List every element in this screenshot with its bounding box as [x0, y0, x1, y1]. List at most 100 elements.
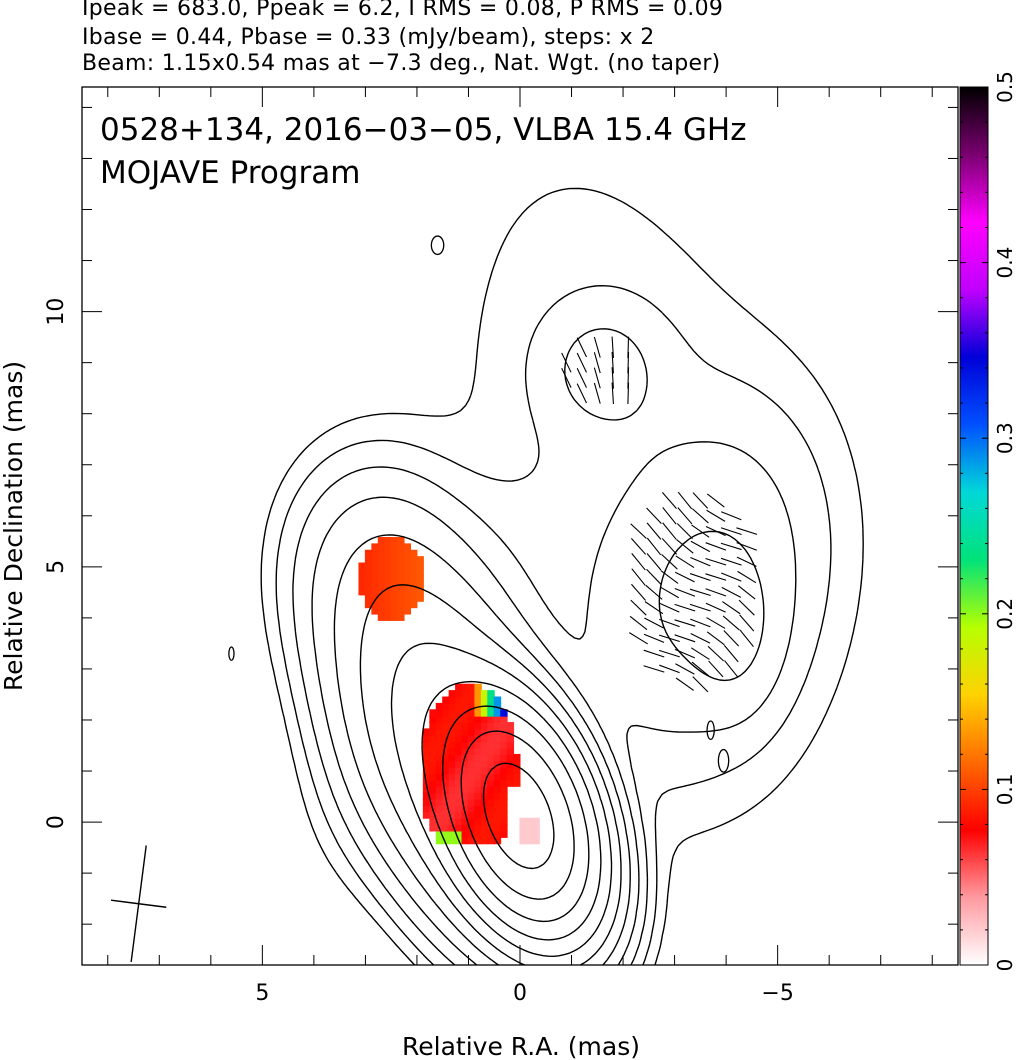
polarization-pixel [461, 722, 469, 730]
polarization-pixel [467, 804, 476, 813]
evpa-stick [692, 492, 709, 509]
polarization-pixel [442, 734, 450, 743]
polarization-pixel [377, 594, 386, 602]
evpa-stick [690, 557, 711, 567]
polarization-pixel [493, 798, 502, 806]
polarization-pixel [455, 811, 463, 819]
polarization-pixel [493, 811, 502, 819]
polarization-pixel [416, 556, 424, 564]
isolated-contour [717, 748, 730, 773]
beam-minor-axis [110, 899, 167, 908]
polarization-pixel [532, 824, 540, 832]
axis-ticks [82, 87, 958, 965]
polarization-pixel [429, 792, 437, 800]
polarization-pixel [487, 715, 495, 724]
polarization-pixel [364, 600, 373, 609]
evpa-stick [629, 615, 648, 631]
evpa-stick [662, 522, 677, 540]
evpa-stick [675, 663, 695, 675]
polarization-pixel [429, 779, 437, 787]
polarization-pixel [461, 690, 469, 698]
polarization-pixel [480, 734, 489, 743]
polarization-pixel [403, 600, 411, 609]
polarization-pixel [435, 709, 444, 717]
evpa-stick [690, 647, 710, 660]
polarization-pixel [384, 536, 392, 545]
polarization-pixel [416, 562, 424, 570]
polarization-pixel [422, 766, 431, 775]
polarization-pixel [403, 594, 411, 602]
polarization-pixel [467, 817, 476, 826]
polarization-pixel [467, 696, 476, 704]
polarization-pixel [493, 741, 502, 749]
evpa-stick [736, 542, 758, 551]
polarization-pixel [480, 792, 489, 800]
evpa-vector-layer [561, 336, 758, 693]
polarization-pixel [435, 747, 444, 755]
polarization-pixel [506, 773, 515, 781]
polarization-pixel [461, 683, 469, 692]
evpa-stick [721, 572, 742, 582]
polarization-pixel [435, 779, 444, 787]
polarization-pixel [410, 594, 418, 602]
polarization-pixel [435, 817, 444, 826]
polarization-pixel [371, 575, 379, 583]
polarization-pixel [467, 773, 476, 781]
polarization-pixel [384, 607, 392, 615]
polarization-pixel [487, 741, 495, 749]
polarization-pixel [493, 722, 502, 730]
polarization-pixel [384, 549, 392, 558]
polarization-pixel [358, 568, 366, 577]
polarization-pixel [422, 747, 431, 755]
polarization-pixel [442, 760, 450, 768]
contour-level-2 [292, 328, 797, 965]
polarization-pixel [364, 562, 373, 570]
evpa-stick [611, 336, 614, 359]
polarization-pixel [461, 830, 469, 838]
polarization-pixel [461, 824, 469, 832]
polarization-pixel [390, 536, 399, 545]
beam-info-line: Beam: 1.15x0.54 mas at −7.3 deg., Nat. W… [82, 51, 721, 76]
isolated-contour [228, 646, 235, 661]
polarization-pixel [435, 728, 444, 736]
polarization-pixel [448, 728, 457, 736]
polarization-pixel [480, 715, 489, 724]
evpa-stick [722, 615, 740, 631]
polarization-pixel [384, 575, 392, 583]
polarization-pixel [467, 836, 476, 845]
polarization-pixel [506, 753, 515, 762]
polarization-pixel [442, 753, 450, 762]
polarization-pixel [384, 556, 392, 564]
polarization-pixel [422, 728, 431, 736]
polarization-pixel [390, 556, 399, 564]
polarization-pixel [390, 600, 399, 609]
polarization-pixel [487, 785, 495, 794]
polarization-pixel [435, 836, 444, 845]
polarization-pixel [455, 779, 463, 787]
evpa-stick [630, 523, 647, 539]
evpa-stick [630, 538, 647, 555]
polarization-pixel [429, 734, 437, 743]
polarization-pixel [442, 773, 450, 781]
polarization-pixel [371, 549, 379, 558]
polarization-pixel [429, 709, 437, 717]
polarization-pixel [390, 562, 399, 570]
evpa-stick [738, 599, 755, 616]
evpa-stick [611, 382, 614, 405]
polarization-pixel [422, 792, 431, 800]
polarization-pixel [442, 824, 450, 832]
polarization-pixel [467, 728, 476, 736]
colorbar-tick-label: 0.3 [993, 422, 1017, 454]
polarization-pixel [467, 715, 476, 724]
polarization-pixel [377, 600, 386, 609]
polarization-pixel [455, 696, 463, 704]
polarization-pixel [493, 696, 502, 704]
polarization-pixel [403, 568, 411, 577]
polarization-pixel [435, 773, 444, 781]
polarization-pixel [455, 773, 463, 781]
polarization-pixel [377, 588, 386, 596]
polarization-pixel [487, 773, 495, 781]
evpa-stick [629, 632, 649, 645]
contour-level-6 [390, 642, 613, 957]
polarization-pixel [474, 785, 482, 794]
